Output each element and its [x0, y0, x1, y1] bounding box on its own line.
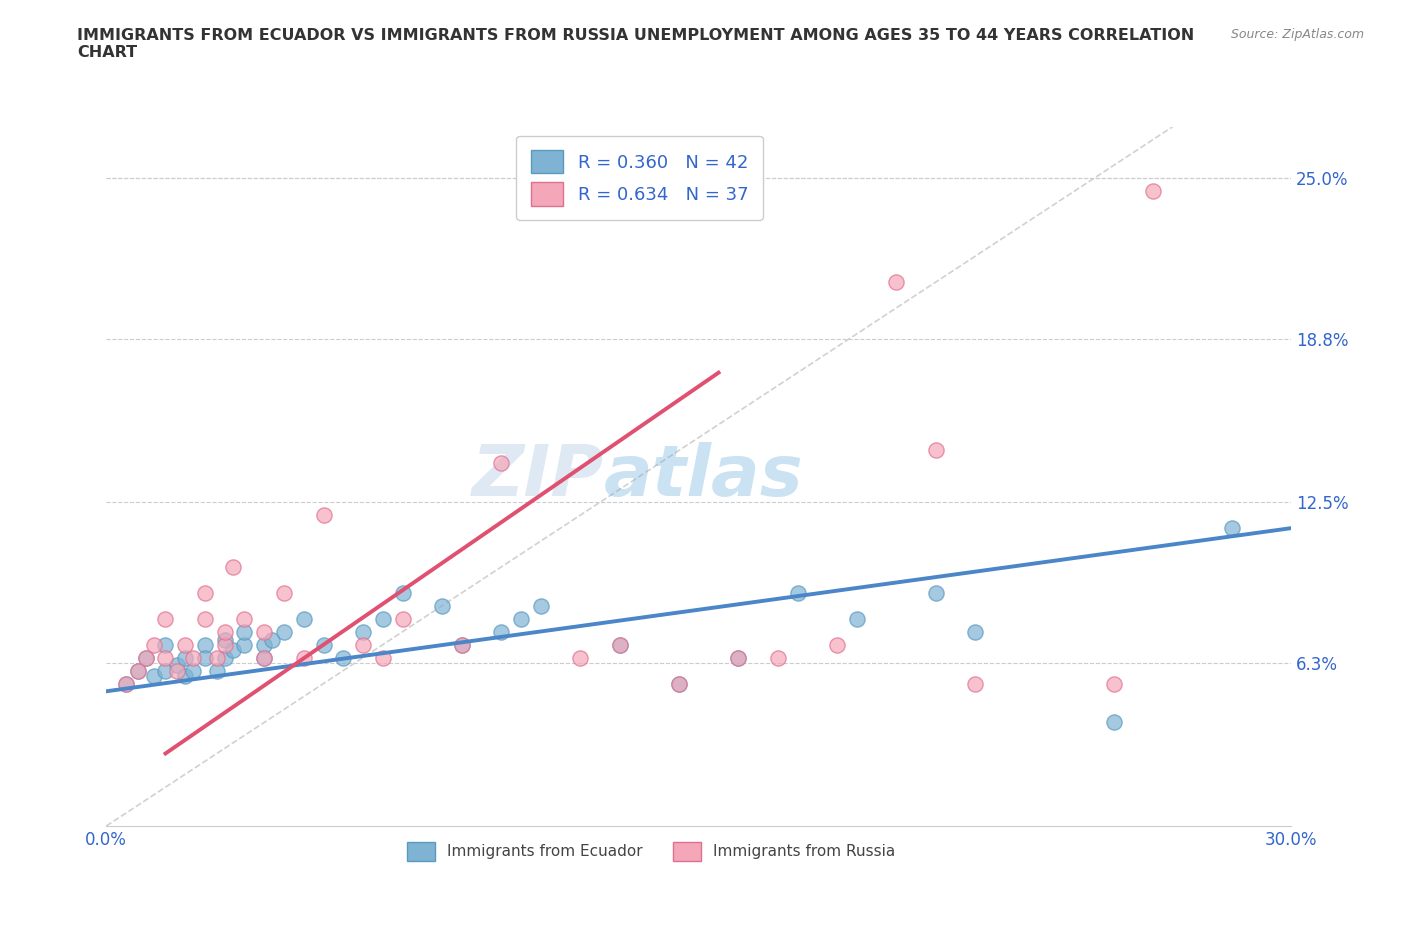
- Point: [1102, 715, 1125, 730]
- Point: [253, 624, 276, 639]
- Point: [155, 611, 177, 626]
- Point: [352, 624, 374, 639]
- Point: [1102, 676, 1125, 691]
- Point: [352, 637, 374, 652]
- Text: ZIP: ZIP: [472, 442, 605, 511]
- Point: [727, 650, 749, 665]
- Point: [135, 650, 157, 665]
- Point: [233, 624, 256, 639]
- Point: [845, 611, 868, 626]
- Point: [221, 560, 243, 575]
- Point: [371, 650, 394, 665]
- Point: [292, 650, 315, 665]
- Point: [786, 585, 808, 600]
- Point: [391, 585, 413, 600]
- Point: [174, 650, 197, 665]
- Point: [391, 611, 413, 626]
- Point: [884, 274, 907, 289]
- Point: [312, 508, 335, 523]
- Point: [253, 650, 276, 665]
- Point: [925, 585, 948, 600]
- Point: [292, 611, 315, 626]
- Point: [115, 676, 138, 691]
- Point: [925, 443, 948, 458]
- Point: [181, 663, 204, 678]
- Point: [332, 650, 354, 665]
- Point: [127, 663, 149, 678]
- Point: [1220, 521, 1243, 536]
- Point: [450, 637, 472, 652]
- Point: [371, 611, 394, 626]
- Point: [135, 650, 157, 665]
- Point: [510, 611, 533, 626]
- Point: [609, 637, 631, 652]
- Point: [214, 637, 236, 652]
- Point: [450, 637, 472, 652]
- Point: [253, 650, 276, 665]
- Point: [668, 676, 690, 691]
- Point: [205, 650, 228, 665]
- Point: [214, 624, 236, 639]
- Point: [174, 669, 197, 684]
- Point: [727, 650, 749, 665]
- Legend: Immigrants from Ecuador, Immigrants from Russia: Immigrants from Ecuador, Immigrants from…: [401, 835, 901, 868]
- Point: [233, 611, 256, 626]
- Text: Source: ZipAtlas.com: Source: ZipAtlas.com: [1230, 28, 1364, 41]
- Point: [142, 669, 165, 684]
- Point: [1142, 184, 1164, 199]
- Point: [194, 585, 217, 600]
- Point: [155, 637, 177, 652]
- Point: [262, 632, 284, 647]
- Point: [166, 658, 188, 672]
- Point: [166, 663, 188, 678]
- Point: [194, 637, 217, 652]
- Point: [181, 650, 204, 665]
- Point: [491, 456, 513, 471]
- Point: [825, 637, 848, 652]
- Point: [127, 663, 149, 678]
- Point: [174, 637, 197, 652]
- Text: IMMIGRANTS FROM ECUADOR VS IMMIGRANTS FROM RUSSIA UNEMPLOYMENT AMONG AGES 35 TO : IMMIGRANTS FROM ECUADOR VS IMMIGRANTS FR…: [77, 28, 1195, 60]
- Text: atlas: atlas: [605, 442, 804, 511]
- Point: [214, 650, 236, 665]
- Point: [430, 598, 453, 613]
- Point: [668, 676, 690, 691]
- Point: [155, 663, 177, 678]
- Point: [253, 637, 276, 652]
- Point: [115, 676, 138, 691]
- Point: [965, 676, 987, 691]
- Point: [491, 624, 513, 639]
- Point: [205, 663, 228, 678]
- Point: [312, 637, 335, 652]
- Point: [965, 624, 987, 639]
- Point: [530, 598, 553, 613]
- Point: [221, 643, 243, 658]
- Point: [609, 637, 631, 652]
- Point: [155, 650, 177, 665]
- Point: [214, 632, 236, 647]
- Point: [194, 611, 217, 626]
- Point: [273, 624, 295, 639]
- Point: [194, 650, 217, 665]
- Point: [766, 650, 789, 665]
- Point: [273, 585, 295, 600]
- Point: [142, 637, 165, 652]
- Point: [569, 650, 592, 665]
- Point: [233, 637, 256, 652]
